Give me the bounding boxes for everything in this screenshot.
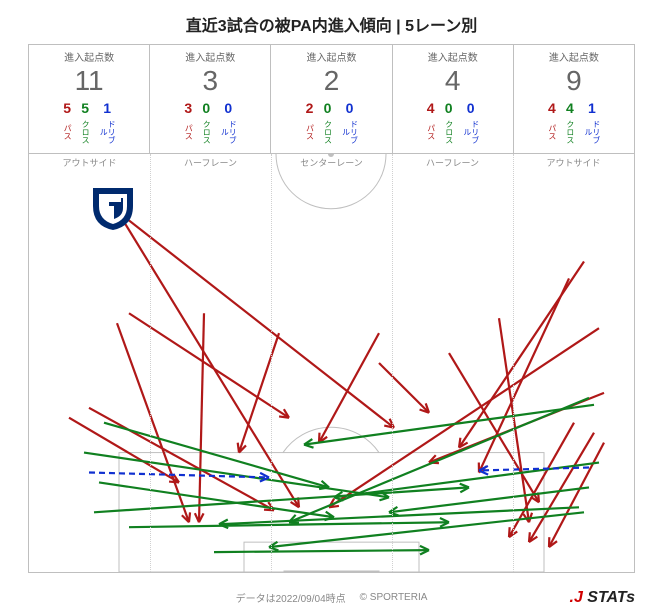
brand-dot: .J <box>570 589 583 606</box>
lane-separator <box>150 154 151 572</box>
footer-date: データは2022/09/04時点 <box>236 590 346 605</box>
lane-breakdown: 3パス 0クロス 0ドリブル <box>152 101 268 147</box>
lane-stat: 進入起点数 2 2パス 0クロス 0ドリブル <box>271 45 392 153</box>
lane-stat: 進入起点数 4 4パス 0クロス 0ドリブル <box>393 45 514 153</box>
lane-separator <box>513 154 514 572</box>
lane-sub: 進入起点数 <box>152 49 268 64</box>
lane-stat: 進入起点数 11 5パス 5クロス 1ドリブル <box>29 45 150 153</box>
lane-pass: 3パス <box>184 101 192 147</box>
lane-count: 2 <box>273 66 389 97</box>
lane-pass: 5パス <box>63 101 71 147</box>
lane-cross: 0クロス <box>324 101 332 147</box>
pitch-area: アウトサイドハーフレーンセンターレーンハーフレーンアウトサイド <box>28 153 635 573</box>
lane-separator <box>271 154 272 572</box>
lane-pass: 4パス <box>548 101 556 147</box>
footer: データは2022/09/04時点 © SPORTERIA <box>0 590 663 605</box>
lane-breakdown: 5パス 5クロス 1ドリブル <box>31 101 147 147</box>
footer-copyright: © SPORTERIA <box>360 592 428 603</box>
lane-sub: 進入起点数 <box>516 49 632 64</box>
lane-cross: 0クロス <box>445 101 453 147</box>
lane-stats-row: 進入起点数115パス5クロス1ドリブル進入起点数33パス0クロス0ドリブル進入起… <box>28 44 635 153</box>
lane-count: 4 <box>395 66 511 97</box>
lane-sub: 進入起点数 <box>31 49 147 64</box>
lane-breakdown: 2パス 0クロス 0ドリブル <box>273 101 389 147</box>
lane-dribble: 1ドリブル <box>99 101 115 147</box>
lane-cross: 5クロス <box>81 101 89 147</box>
lane-count: 11 <box>31 66 147 97</box>
lane-cross: 4クロス <box>566 101 574 147</box>
lane-pass: 2パス <box>306 101 314 147</box>
lane-pass: 4パス <box>427 101 435 147</box>
lane-sub: 進入起点数 <box>395 49 511 64</box>
lane-sub: 進入起点数 <box>273 49 389 64</box>
lane-dribble: 0ドリブル <box>463 101 479 147</box>
lane-stat: 進入起点数 9 4パス 4クロス 1ドリブル <box>514 45 635 153</box>
lane-separator <box>392 154 393 572</box>
brand-text: STATs <box>583 589 635 606</box>
lane-count: 9 <box>516 66 632 97</box>
lane-dribble: 0ドリブル <box>220 101 236 147</box>
lane-breakdown: 4パス 4クロス 1ドリブル <box>516 101 632 147</box>
lane-dribble: 1ドリブル <box>584 101 600 147</box>
lane-dribble: 0ドリブル <box>342 101 358 147</box>
chart-title: 直近3試合の被PA内進入傾向 | 5レーン別 <box>28 12 635 36</box>
brand-logo: .J STATs <box>570 589 636 607</box>
chart-container: 直近3試合の被PA内進入傾向 | 5レーン別 進入起点数 11 5パス 5クロス 1ドリ… <box>0 0 663 611</box>
lane-count: 3 <box>152 66 268 97</box>
team-logo <box>89 184 137 232</box>
lane-breakdown: 4パス 0クロス 0ドリブル <box>395 101 511 147</box>
lane-cross: 0クロス <box>202 101 210 147</box>
lane-stat: 進入起点数 3 3パス 0クロス 0ドリブル <box>150 45 271 153</box>
